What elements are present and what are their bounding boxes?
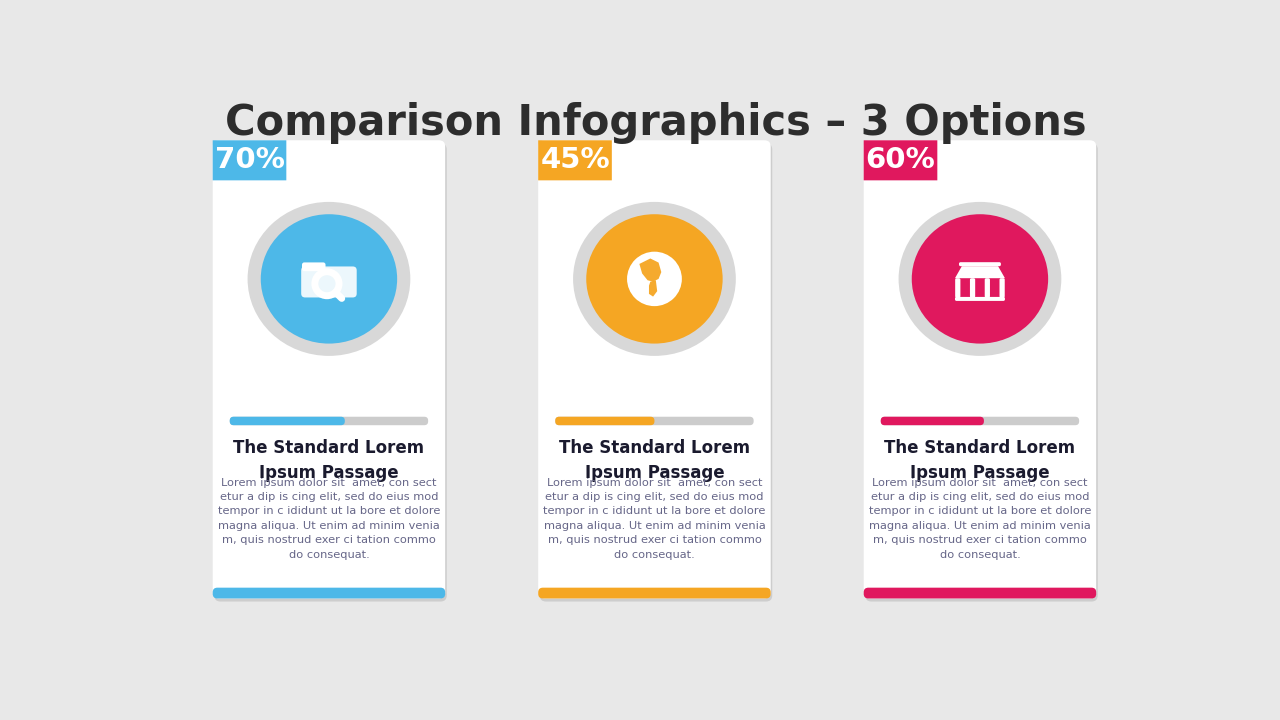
Circle shape (627, 252, 682, 306)
FancyBboxPatch shape (214, 143, 447, 601)
FancyBboxPatch shape (212, 588, 445, 598)
FancyBboxPatch shape (212, 140, 287, 180)
Text: The Standard Lorem
Ipsum Passage: The Standard Lorem Ipsum Passage (884, 439, 1075, 482)
Polygon shape (649, 280, 657, 297)
FancyBboxPatch shape (1000, 278, 1005, 297)
FancyBboxPatch shape (540, 143, 772, 601)
FancyBboxPatch shape (301, 266, 357, 297)
FancyBboxPatch shape (865, 143, 1098, 601)
FancyBboxPatch shape (229, 417, 344, 426)
FancyBboxPatch shape (864, 140, 1096, 598)
FancyBboxPatch shape (302, 262, 325, 271)
FancyBboxPatch shape (959, 262, 1001, 266)
FancyBboxPatch shape (955, 278, 960, 297)
FancyBboxPatch shape (212, 140, 445, 598)
Polygon shape (640, 258, 662, 282)
FancyBboxPatch shape (955, 297, 1005, 301)
FancyBboxPatch shape (538, 140, 771, 598)
Text: Comparison Infographics – 3 Options: Comparison Infographics – 3 Options (225, 102, 1087, 144)
Text: Lorem ipsum dolor sit  amet, con sect
etur a dip is cing elit, sed do eius mod
t: Lorem ipsum dolor sit amet, con sect etu… (218, 477, 440, 559)
Text: 60%: 60% (865, 146, 936, 174)
Text: The Standard Lorem
Ipsum Passage: The Standard Lorem Ipsum Passage (559, 439, 750, 482)
Polygon shape (955, 266, 1005, 278)
Ellipse shape (261, 215, 397, 343)
Text: 70%: 70% (215, 146, 284, 174)
Ellipse shape (573, 202, 736, 356)
Ellipse shape (899, 202, 1061, 356)
FancyBboxPatch shape (864, 588, 1096, 598)
FancyBboxPatch shape (881, 417, 984, 426)
FancyBboxPatch shape (970, 278, 975, 297)
FancyBboxPatch shape (538, 140, 612, 180)
FancyBboxPatch shape (881, 417, 1079, 426)
FancyBboxPatch shape (556, 417, 654, 426)
Ellipse shape (911, 215, 1048, 343)
FancyBboxPatch shape (538, 588, 771, 598)
FancyBboxPatch shape (556, 417, 754, 426)
Text: 45%: 45% (540, 146, 609, 174)
Ellipse shape (586, 215, 723, 343)
FancyBboxPatch shape (229, 417, 428, 426)
Text: Lorem ipsum dolor sit  amet, con sect
etur a dip is cing elit, sed do eius mod
t: Lorem ipsum dolor sit amet, con sect etu… (869, 477, 1091, 559)
FancyBboxPatch shape (864, 140, 937, 180)
Text: The Standard Lorem
Ipsum Passage: The Standard Lorem Ipsum Passage (233, 439, 425, 482)
Text: Lorem ipsum dolor sit  amet, con sect
etur a dip is cing elit, sed do eius mod
t: Lorem ipsum dolor sit amet, con sect etu… (543, 477, 765, 559)
FancyBboxPatch shape (984, 278, 989, 297)
Ellipse shape (247, 202, 411, 356)
